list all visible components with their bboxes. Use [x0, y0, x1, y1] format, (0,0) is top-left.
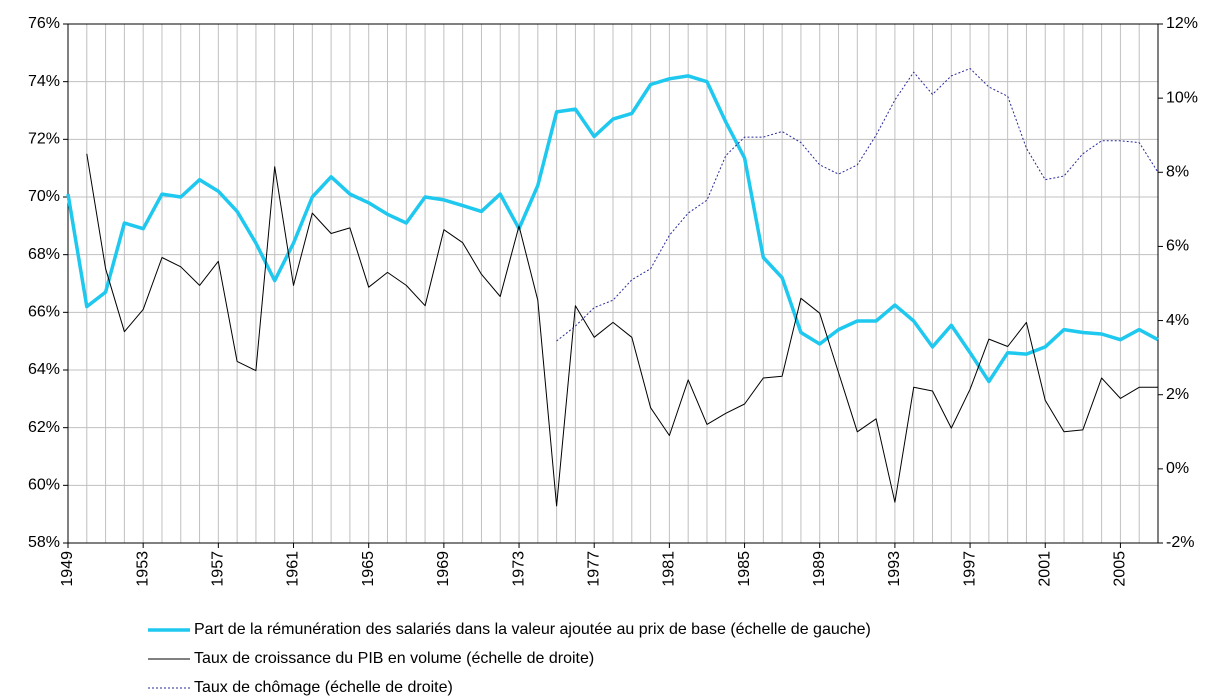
x-tick-label: 1997	[961, 551, 978, 587]
y-tick-label: 62%	[28, 419, 60, 436]
y-tick-label: 70%	[28, 188, 60, 205]
x-tick-label: 1973	[510, 551, 527, 587]
x-tick-label: 2005	[1112, 551, 1129, 587]
y-tick-label: 60%	[28, 477, 60, 494]
y2-tick-label: -2%	[1166, 534, 1194, 551]
x-tick-label: 1961	[285, 551, 302, 587]
x-tick-label: 1989	[811, 551, 828, 587]
data-line	[66, 74, 1159, 384]
x-tick-label: 1965	[360, 551, 377, 587]
y-tick-label: 66%	[28, 304, 60, 321]
legend-label: Taux de chômage (échelle de droite)	[194, 679, 453, 696]
y-tick-label: 74%	[28, 73, 60, 90]
x-tick-label: 1953	[134, 551, 151, 587]
x-tick-label: 1977	[585, 551, 602, 587]
y-tick-label: 76%	[28, 15, 60, 32]
legend-label: Part de la rémunération des salariés dan…	[194, 621, 871, 638]
y2-tick-label: 0%	[1166, 460, 1189, 477]
x-tick-label: 1985	[736, 551, 753, 587]
y-tick-label: 68%	[28, 246, 60, 263]
y2-tick-label: 10%	[1166, 89, 1198, 106]
x-tick-label: 1993	[886, 551, 903, 587]
plot-frame	[67, 23, 1159, 544]
data-line	[86, 153, 1158, 507]
x-tick-label: 1981	[661, 551, 678, 587]
y-tick-label: 58%	[28, 534, 60, 551]
y2-tick-label: 6%	[1166, 238, 1189, 255]
y2-tick-label: 4%	[1166, 312, 1189, 329]
y2-tick-label: 12%	[1166, 15, 1198, 32]
x-tick-label: 1969	[435, 551, 452, 587]
x-tick-label: 2001	[1036, 551, 1053, 587]
y-tick-label: 72%	[28, 131, 60, 148]
legend-label: Taux de croissance du PIB en volume (éch…	[194, 650, 594, 667]
y2-tick-label: 8%	[1166, 164, 1189, 181]
y-tick-label: 64%	[28, 361, 60, 378]
x-tick-label: 1949	[59, 551, 76, 587]
x-tick-label: 1957	[210, 551, 227, 587]
y2-tick-label: 2%	[1166, 386, 1189, 403]
data-line	[556, 68, 1159, 342]
